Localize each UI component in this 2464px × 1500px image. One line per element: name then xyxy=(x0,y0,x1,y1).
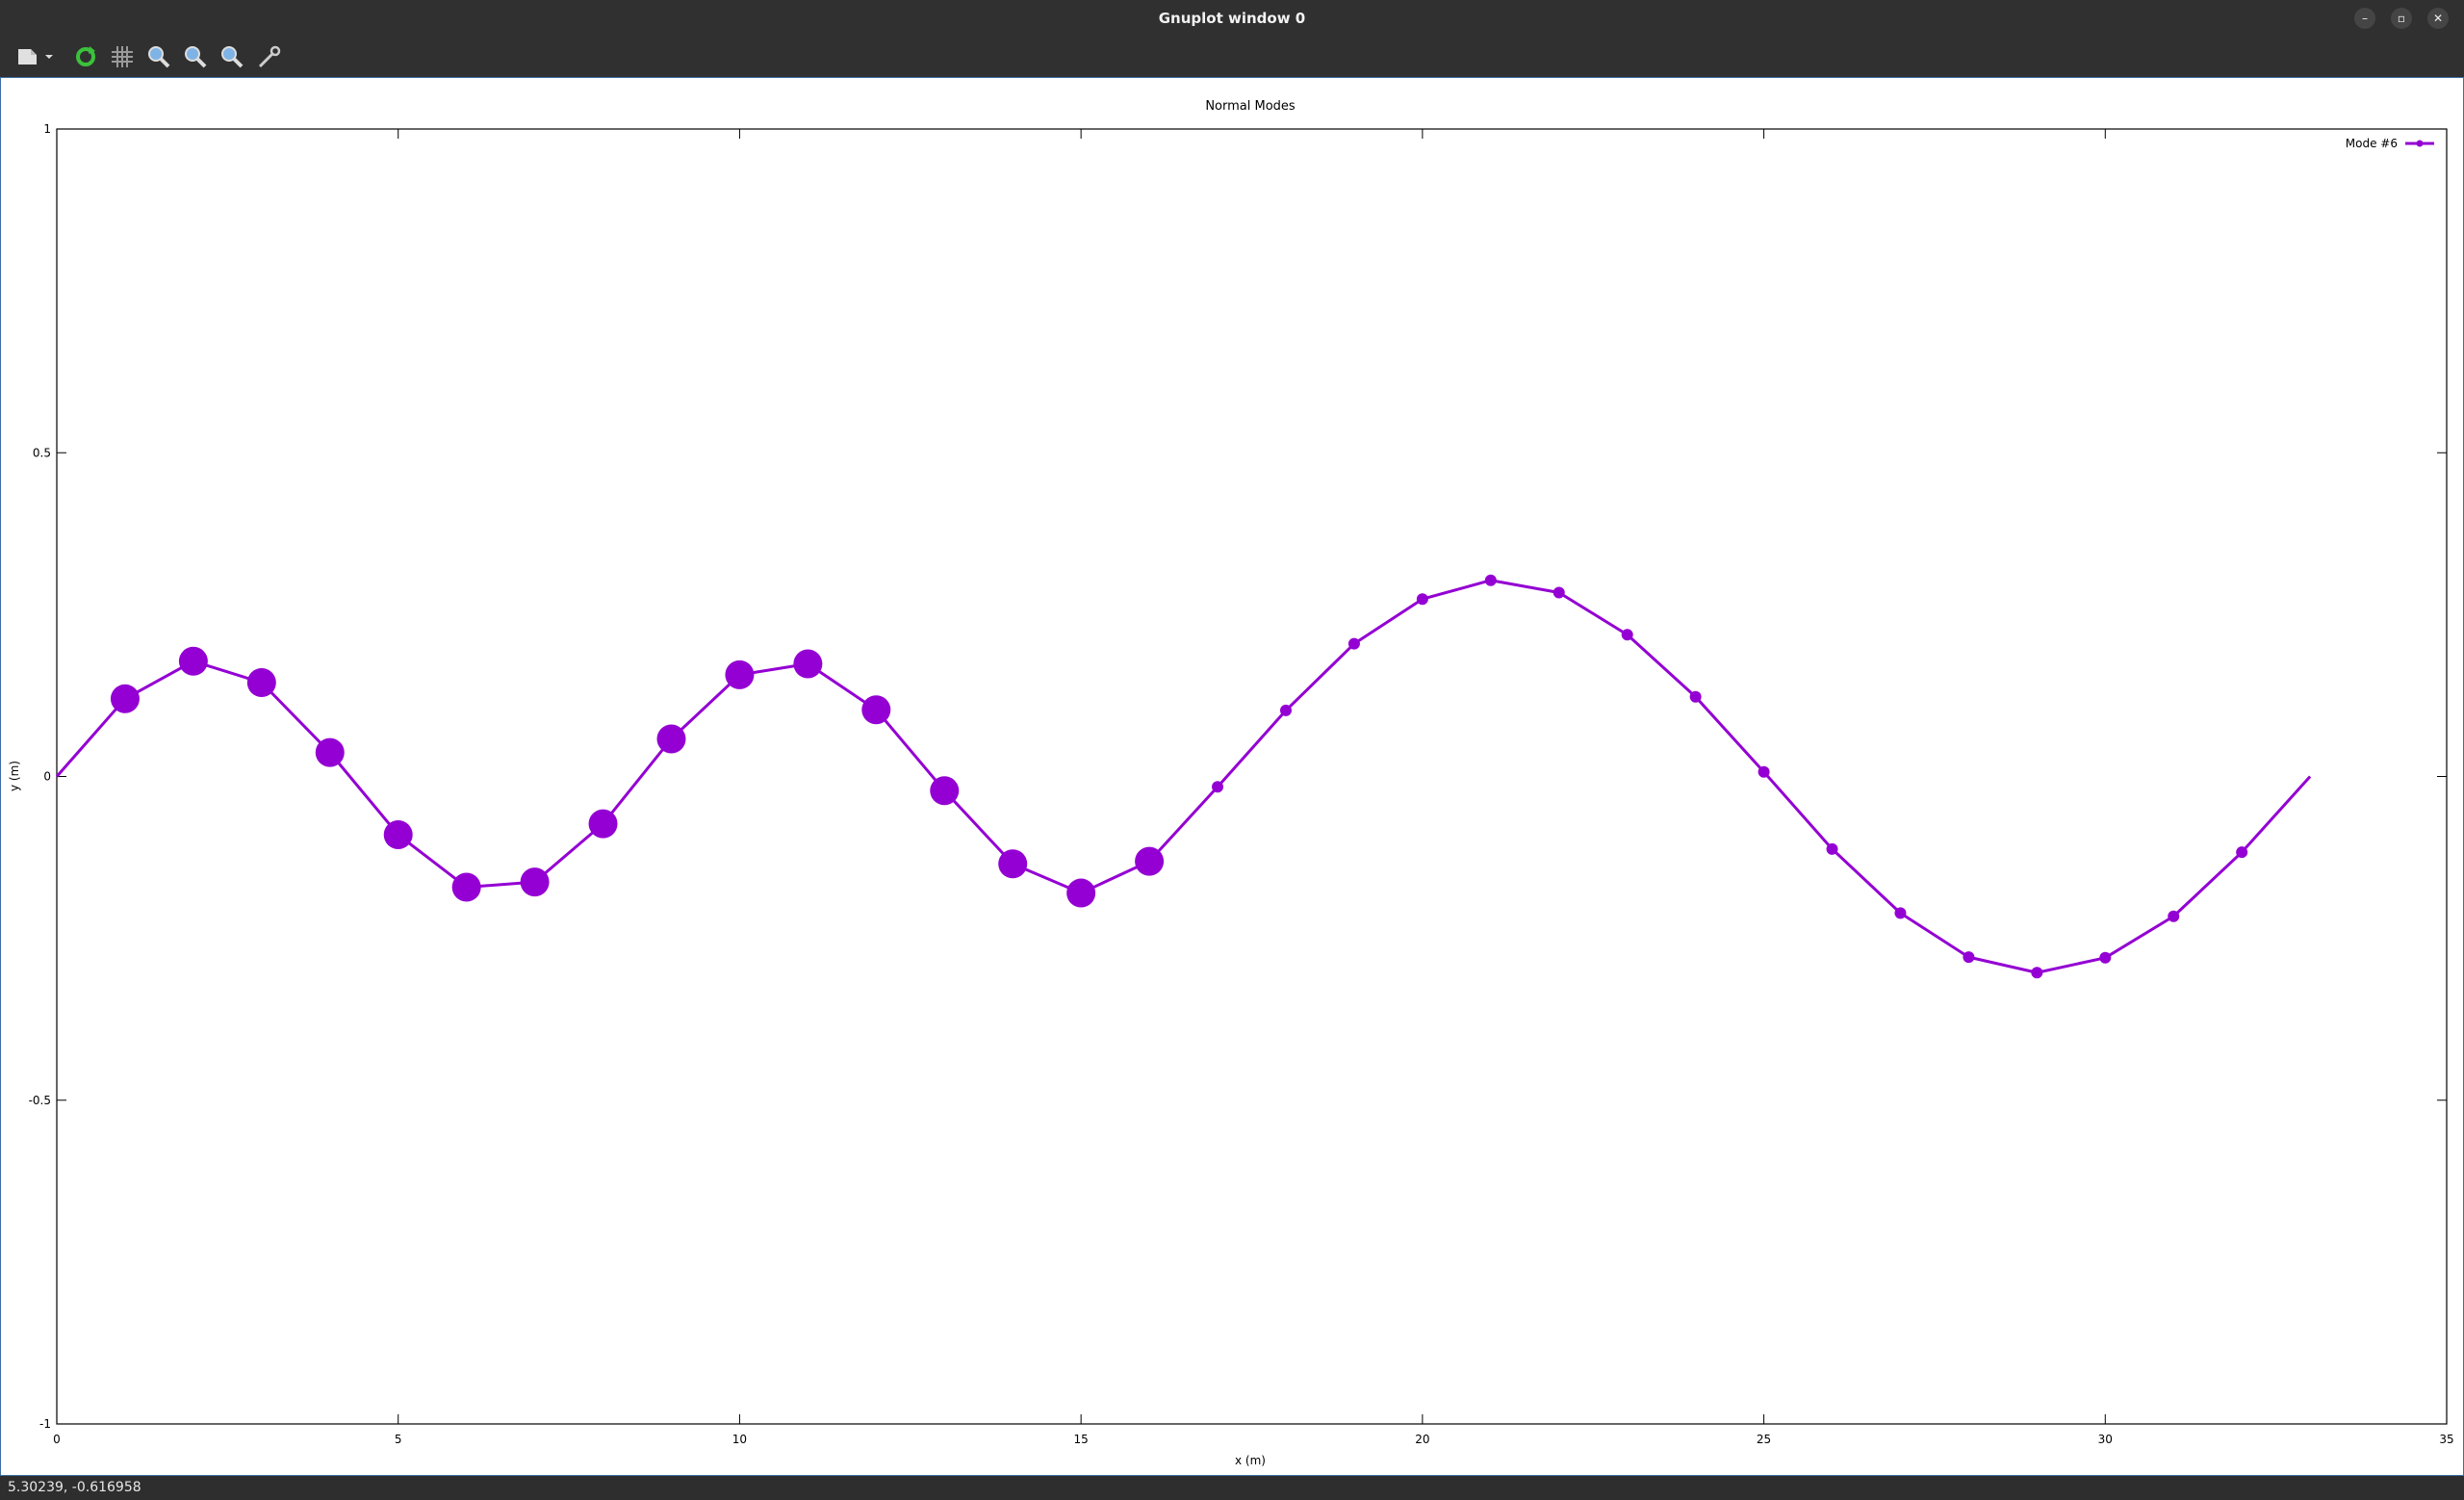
maximize-button[interactable]: ▫ xyxy=(2391,8,2412,29)
data-point xyxy=(1279,704,1292,716)
export-dropdown-icon[interactable] xyxy=(42,42,56,71)
data-point xyxy=(1212,781,1224,793)
y-tick-label: 1 xyxy=(43,122,51,136)
export-icon[interactable] xyxy=(13,42,42,71)
data-point xyxy=(930,776,960,806)
data-point xyxy=(2031,967,2043,979)
data-point xyxy=(178,646,208,676)
y-tick-label: -1 xyxy=(39,1417,51,1431)
x-axis: 0 5 10 15 20 25 30 35 xyxy=(53,129,2454,1446)
data-point xyxy=(1348,637,1360,650)
data-point xyxy=(1758,765,1770,778)
legend: Mode #6 xyxy=(2346,137,2434,150)
y-axis-label: y (m) xyxy=(8,761,21,791)
data-point xyxy=(1826,842,1838,855)
x-tick-label: 15 xyxy=(1074,1433,1089,1446)
y-tick-label: -0.5 xyxy=(29,1094,51,1107)
data-point xyxy=(1621,629,1633,641)
zoom-previous-icon[interactable] xyxy=(144,42,173,71)
replot-icon[interactable] xyxy=(71,42,100,71)
x-axis-label: x (m) xyxy=(1235,1454,1266,1467)
y-axis: 1 0.5 0 -0.5 -1 xyxy=(29,122,2447,1431)
minimize-button[interactable]: – xyxy=(2354,8,2375,29)
plot-border xyxy=(56,128,2448,1425)
toolbar xyxy=(0,37,2464,77)
y-tick-label: 0.5 xyxy=(33,446,51,459)
status-bar: 5.30239, -0.616958 xyxy=(0,1476,2464,1500)
legend-label: Mode #6 xyxy=(2346,137,2398,150)
x-tick-label: 20 xyxy=(1415,1433,1429,1446)
window-title: Gnuplot window 0 xyxy=(1158,10,1306,27)
x-tick-label: 0 xyxy=(53,1433,61,1446)
grid-icon[interactable] xyxy=(108,42,137,71)
x-tick-label: 25 xyxy=(1757,1433,1771,1446)
data-point xyxy=(1894,907,1907,919)
data-point xyxy=(1066,878,1096,908)
chart: Normal Modes 0 5 10 15 20 25 30 35 10.50-0.5-1 … xyxy=(8,99,2454,1467)
chart-title: Normal Modes xyxy=(1205,99,1296,114)
cursor-coordinates: 5.30239, -0.616958 xyxy=(8,1480,141,1495)
data-point xyxy=(520,867,550,897)
zoom-next-icon[interactable] xyxy=(181,42,210,71)
series-mode-6 xyxy=(55,574,2312,979)
series-line xyxy=(55,579,2312,974)
data-point xyxy=(656,724,686,754)
data-point xyxy=(110,684,140,713)
settings-icon[interactable] xyxy=(254,42,283,71)
title-bar: Gnuplot window 0 – ▫ ✕ xyxy=(0,0,2464,37)
data-point xyxy=(998,849,1028,879)
data-point xyxy=(2236,846,2248,859)
plot-area[interactable]: Normal Modes 0 5 10 15 20 25 30 35 1 0.5 0 -0.5 -1 … xyxy=(0,77,2464,1476)
data-point xyxy=(588,809,618,839)
data-point xyxy=(1484,574,1497,586)
data-point xyxy=(383,820,413,850)
legend-marker xyxy=(2416,140,2424,147)
data-point xyxy=(315,737,345,767)
data-point xyxy=(1689,690,1702,703)
data-point xyxy=(451,872,481,902)
data-point xyxy=(725,659,755,689)
x-tick-label: 5 xyxy=(395,1433,402,1446)
y-tick-label: 0 xyxy=(43,770,51,784)
x-tick-label: 30 xyxy=(2098,1433,2113,1446)
data-point xyxy=(793,649,823,679)
data-point xyxy=(861,695,891,725)
data-point xyxy=(1416,593,1428,606)
data-point xyxy=(2168,910,2180,922)
data-point xyxy=(246,667,276,697)
data-point xyxy=(2099,951,2112,964)
data-point xyxy=(1135,846,1165,876)
x-tick-label: 35 xyxy=(2439,1433,2453,1446)
data-point xyxy=(1553,586,1565,599)
close-button[interactable]: ✕ xyxy=(2427,8,2449,29)
autoscale-icon[interactable] xyxy=(218,42,246,71)
x-tick-label: 10 xyxy=(732,1433,747,1446)
data-point xyxy=(1963,951,1975,964)
